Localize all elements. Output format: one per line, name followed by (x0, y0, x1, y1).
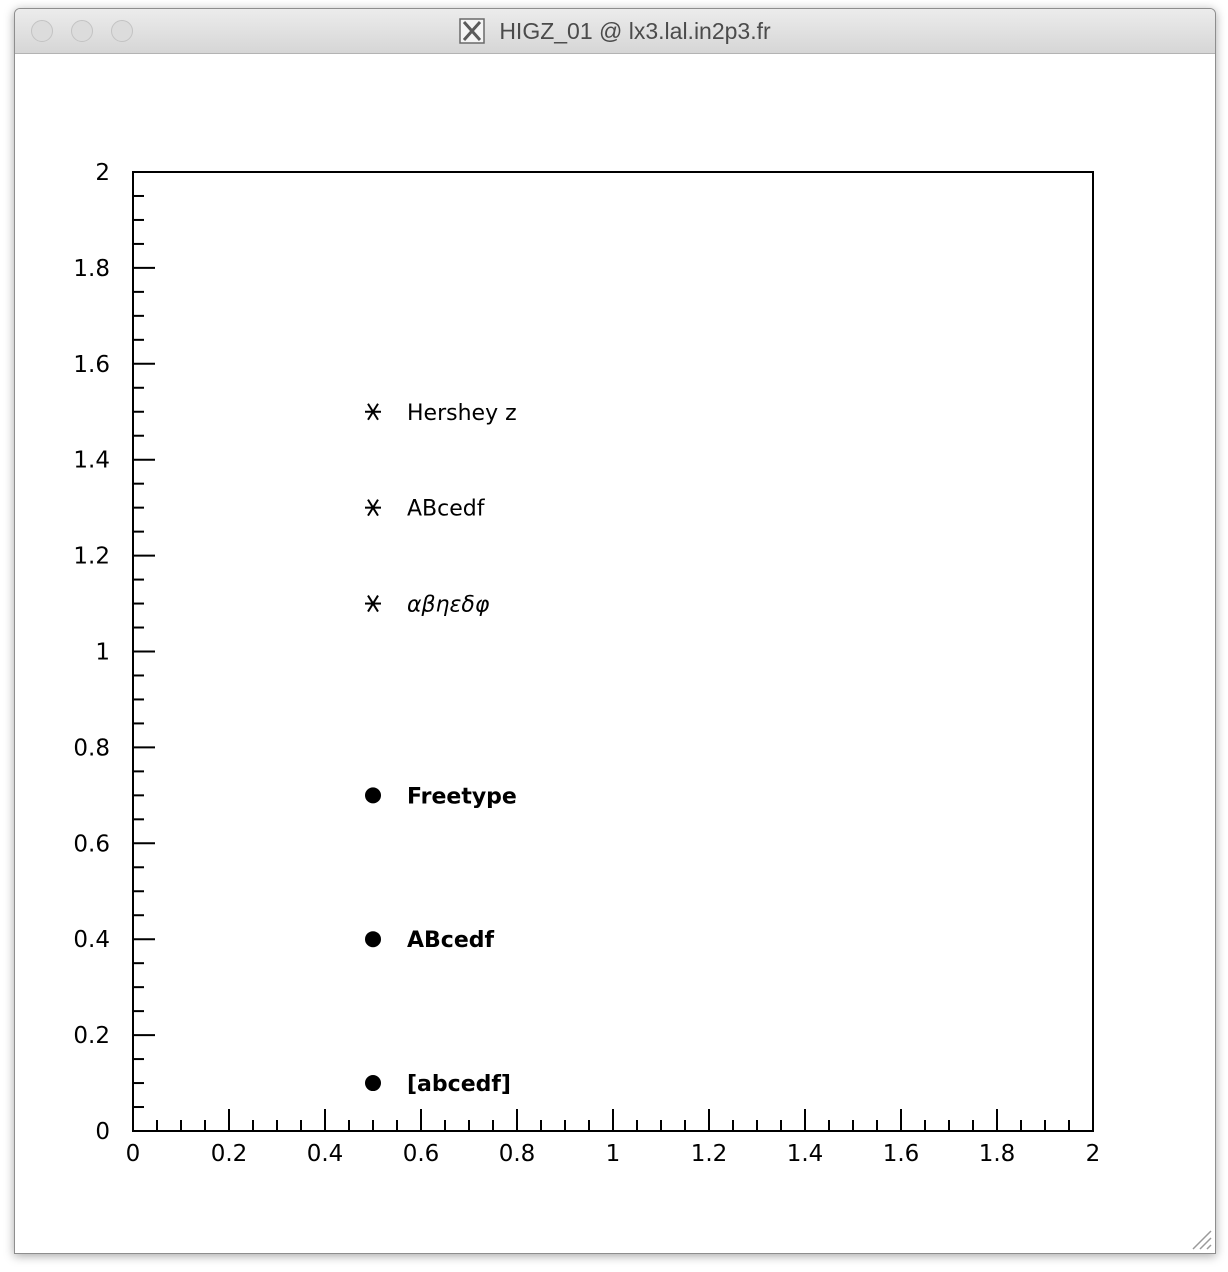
plot-canvas: 0 0.2 0.4 0.6 0.8 1 1.2 1.4 1.6 1.8 2 0 0.2 0.4 0.6 0.8… (15, 54, 1215, 1253)
x-tick-label: 2 (1086, 1141, 1101, 1167)
y-tick-label: 1.8 (73, 256, 110, 282)
star-marker (365, 403, 381, 421)
zoom-button[interactable] (111, 20, 133, 42)
y-tick-label: 1 (95, 640, 110, 666)
x-tick-label: 0 (126, 1141, 141, 1167)
y-tick-label: 0.8 (73, 735, 110, 761)
star-marker (365, 595, 381, 613)
point-label: αβηεδφ (407, 593, 490, 618)
x-tick-label: 0.4 (307, 1141, 344, 1167)
x-tick-label: 0.8 (499, 1141, 536, 1167)
title-bar[interactable]: HIGZ_01 @ lx3.lal.in2p3.fr (15, 9, 1215, 54)
x-tick-label: 1.6 (883, 1141, 920, 1167)
point-label: Hershey z (407, 401, 517, 426)
y-tick-label: 0.2 (73, 1023, 110, 1049)
x11-icon (459, 18, 486, 44)
window-title: HIGZ_01 @ lx3.lal.in2p3.fr (499, 17, 771, 44)
close-button[interactable] (31, 20, 53, 42)
y-tick-label: 1.4 (73, 448, 110, 474)
star-marker (365, 499, 381, 517)
y-tick-label: 1.2 (73, 544, 110, 570)
x-tick-label: 0.6 (403, 1141, 440, 1167)
point-label: [abcedf] (407, 1072, 511, 1097)
point-label: ABcedf (407, 497, 486, 522)
x11-window: HIGZ_01 @ lx3.lal.in2p3.fr 0 0.2 0.4 0.6 0.8… (14, 8, 1216, 1254)
plot-frame (132, 171, 1094, 1132)
y-tick-label: 0.6 (73, 831, 110, 857)
point-label: Freetype (407, 784, 517, 809)
x-tick-label: 0.2 (211, 1141, 248, 1167)
chart-svg: 0 0.2 0.4 0.6 0.8 1 1.2 1.4 1.6 1.8 2 0 0.2 0.4 0.6 0.8… (73, 160, 1101, 1167)
x-tick-label: 1.4 (787, 1141, 824, 1167)
point-label: ABcedf (407, 928, 495, 953)
y-tick-label: 0 (95, 1119, 110, 1145)
resize-grip-icon[interactable] (1185, 1223, 1213, 1251)
minimize-button[interactable] (71, 20, 93, 42)
dot-marker (365, 787, 381, 804)
dot-marker (365, 1075, 381, 1092)
y-tick-label: 1.6 (73, 352, 110, 378)
dot-marker (365, 931, 381, 948)
y-tick-label: 2 (95, 160, 110, 186)
x-tick-label: 1 (606, 1141, 621, 1167)
x-tick-label: 1.8 (979, 1141, 1016, 1167)
x-tick-label: 1.2 (691, 1141, 728, 1167)
y-tick-label: 0.4 (73, 927, 110, 953)
